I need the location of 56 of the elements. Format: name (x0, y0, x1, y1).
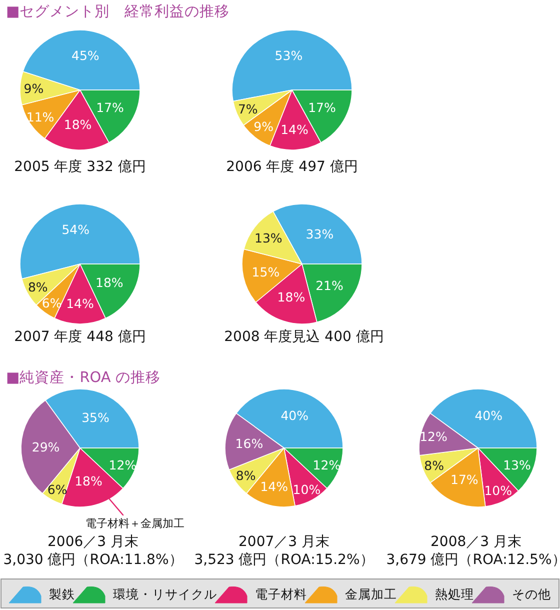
data-label: 33% (306, 226, 334, 242)
data-label: 40% (474, 408, 503, 423)
data-label: 29% (32, 439, 60, 454)
data-label: 6% (42, 295, 62, 310)
text: 2008／3 月末 (430, 534, 522, 550)
data-label: 10% (484, 483, 512, 498)
text: 2007／3 月末 (238, 534, 330, 550)
legend-label: 熱処理 (435, 586, 474, 602)
data-label: 10% (292, 482, 321, 497)
data-label: 14% (260, 478, 288, 494)
legend-label: その他 (512, 586, 551, 602)
data-label: 9% (254, 119, 274, 134)
data-label: 13% (503, 457, 532, 472)
data-label: 18% (64, 117, 92, 132)
data-label: 12% (108, 457, 137, 472)
data-label: 45% (72, 48, 100, 64)
data-label: 13% (254, 230, 282, 246)
data-label: 7% (238, 102, 258, 117)
data-label: 18% (74, 474, 103, 489)
data-label: 21% (316, 278, 344, 293)
data-label: 12% (312, 457, 341, 472)
text: 2007 年度 448 億円 (14, 329, 146, 345)
text: 2008 年度見込 400 億円 (224, 329, 384, 345)
data-label: 14% (66, 296, 94, 312)
data-label: 15% (252, 264, 280, 280)
data-label: 6% (47, 482, 68, 497)
data-label: 53% (274, 48, 303, 63)
data-label: 54% (62, 222, 90, 237)
data-label: 18% (96, 275, 124, 290)
legend-label: 金属加工 (345, 586, 397, 602)
text: ■純資産・ROA の推移 (6, 369, 160, 386)
text: 電子材料＋金属加工 (86, 517, 184, 530)
data-label: 17% (308, 100, 336, 116)
data-label: 17% (96, 100, 124, 116)
legend-label: 電子材料 (255, 586, 307, 602)
data-label: 16% (235, 436, 264, 452)
data-label: 14% (280, 122, 309, 138)
data-label: 12% (420, 429, 448, 444)
text: 3,030 億円（ROA:11.8%） (3, 552, 183, 568)
data-label: 17% (450, 472, 478, 487)
text: 2005 年度 332 億円 (14, 159, 146, 175)
data-label: 40% (280, 408, 309, 423)
data-label: 8% (236, 468, 256, 484)
data-label: 8% (424, 458, 444, 473)
text: 3,523 億円（ROA:15.2%） (194, 552, 374, 568)
data-label: 9% (24, 81, 44, 96)
text: 3,679 億円（ROA:12.5%） (386, 552, 560, 568)
data-label: 18% (277, 290, 306, 305)
data-label: 35% (82, 410, 110, 425)
data-label: 11% (26, 110, 54, 124)
legend-label: 環境・リサイクル (113, 586, 217, 602)
data-label: 8% (28, 280, 48, 295)
legend-label: 製鉄 (49, 586, 75, 602)
text: 2006 年度 497 億円 (226, 159, 358, 175)
text: ■セグメント別 経常利益の推移 (6, 3, 230, 20)
text: 2006／3 月末 (48, 534, 138, 550)
